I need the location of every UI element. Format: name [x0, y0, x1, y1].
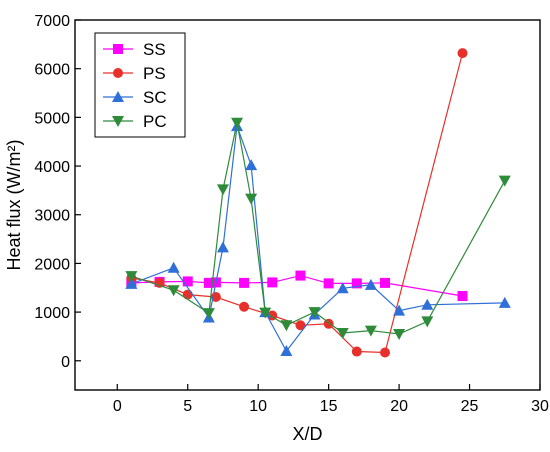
series-pc-point [231, 117, 244, 129]
y-tick-label: 5000 [34, 110, 70, 127]
series-pc-point [421, 316, 434, 328]
x-tick-label: 25 [461, 398, 479, 415]
y-tick-label: 2000 [34, 256, 70, 273]
series-ss-point [239, 277, 250, 288]
series-sc-point [125, 277, 138, 289]
x-axis-title: X/D [292, 424, 322, 444]
series-pc-point [259, 307, 272, 319]
plot-frame [74, 19, 541, 391]
series-pc-point [364, 325, 377, 337]
series-ss-point [351, 278, 362, 289]
series-ps-point [457, 48, 468, 59]
legend-marker-ss [113, 44, 123, 54]
series-ps-point [239, 301, 250, 312]
series-ps-point [351, 346, 362, 357]
series-sc-point [393, 304, 406, 316]
series-ps-point [154, 277, 165, 288]
series-sc-point [498, 296, 511, 308]
series-ps-point [182, 289, 193, 300]
x-tick-label: 15 [320, 398, 338, 415]
series-sc-point [280, 345, 293, 357]
legend-label-sc: SC [143, 88, 167, 107]
legend-item-pc: PC [103, 112, 167, 131]
series-sc-point [216, 241, 229, 253]
legend-item-sc: SC [103, 88, 167, 107]
series-ps [126, 48, 468, 358]
series-pc-point [245, 193, 258, 205]
series-ss-point [457, 291, 468, 302]
y-tick-label: 3000 [34, 208, 70, 225]
y-tick-label: 6000 [34, 62, 70, 79]
series-pc [125, 117, 511, 341]
legend-item-ps: PS [103, 64, 166, 83]
legend-marker-sc [112, 91, 124, 102]
legend-label-ps: PS [143, 64, 166, 83]
tick-layer: 0 5 10 15 20 25 30 0 1000 2000 3000 4000 5000 6000 700… [34, 13, 549, 415]
series-pc-point [308, 307, 321, 319]
legend-marker-ps [113, 68, 123, 78]
x-tick-label: 30 [531, 398, 549, 415]
series-ps-point [380, 347, 390, 358]
series-sc-point [336, 282, 349, 294]
x-tick-label: 20 [390, 398, 408, 415]
series-pc-point [202, 308, 215, 320]
series-pc-point [216, 184, 229, 196]
legend-marker-pc [112, 116, 124, 127]
series-pc-point [336, 328, 349, 340]
x-tick-label: 5 [183, 398, 192, 415]
series-sc-point [245, 159, 258, 171]
x-tick-label: 10 [249, 398, 267, 415]
plot-area-border [74, 19, 541, 391]
series-sc [125, 120, 511, 357]
series-ss-point [323, 278, 334, 289]
series-pc-point [498, 175, 511, 187]
series-pc-point [125, 271, 138, 283]
y-tick-label: 7000 [34, 13, 70, 30]
y-tick-label: 4000 [34, 159, 70, 176]
series-ps-point [295, 320, 306, 331]
legend-box [94, 32, 186, 138]
series-pc-line [131, 122, 506, 335]
y-tick-label: 1000 [34, 305, 70, 322]
legend-label-ss: SS [143, 40, 166, 59]
y-tick-label: 0 [61, 354, 70, 371]
legend-label-pc: PC [143, 112, 167, 131]
series-sc-point [364, 278, 377, 290]
series-ss-point [380, 277, 390, 288]
legend: SS PS SC PC [94, 32, 186, 138]
series-ss-point [267, 277, 278, 288]
series-ss-point [203, 277, 214, 288]
y-axis-title: Heat flux (W/m²) [4, 139, 24, 270]
series-sc-line [131, 125, 505, 353]
series-pc-point [393, 329, 406, 341]
series-ss-point [182, 276, 193, 287]
series-pc-point [167, 285, 180, 297]
series-pc-point [280, 320, 293, 332]
series-sc-point [167, 261, 180, 273]
legend-item-ss: SS [103, 40, 166, 59]
series-layer [125, 48, 511, 358]
series-sc-point [421, 298, 434, 310]
x-tick-label: 0 [113, 398, 122, 415]
series-ss-point [295, 270, 306, 281]
